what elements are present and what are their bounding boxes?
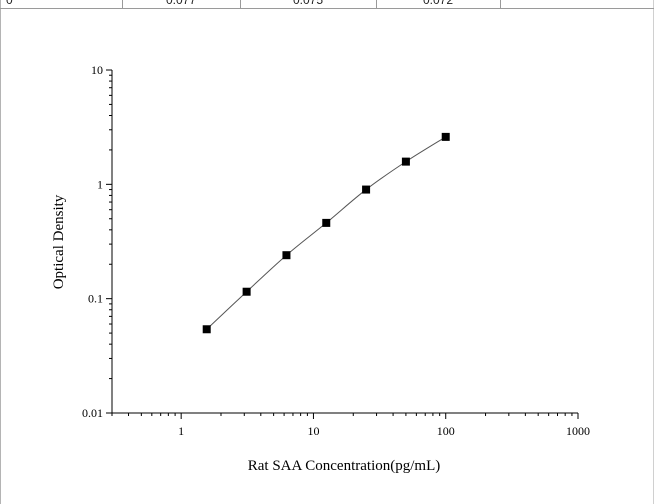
data-point	[322, 218, 331, 227]
y-tick-label: 10	[91, 63, 103, 77]
y-axis-label: Optical Density	[51, 194, 67, 289]
x-tick-label: 1	[178, 424, 184, 438]
data-table-strip: 0 0.077 0.075 0.072	[0, 0, 654, 9]
data-point	[401, 157, 410, 166]
minor-ticks	[109, 74, 573, 416]
table-cell: 0	[6, 0, 13, 7]
data-point	[202, 325, 211, 334]
data-point	[362, 185, 371, 194]
table-divider	[376, 0, 377, 8]
data-point	[282, 251, 291, 260]
data-points	[202, 132, 450, 334]
series-curve	[206, 136, 446, 330]
table-cell: 0.077	[165, 0, 197, 7]
x-axis-label: Rat SAA Concentration(pg/mL)	[248, 458, 440, 474]
data-point	[242, 287, 251, 296]
y-tick-label: 0.01	[82, 406, 103, 420]
data-point	[441, 132, 450, 141]
major-ticks	[106, 69, 579, 419]
page-border-left	[0, 0, 1, 504]
tick-labels: 1 10 100 1000 0.01 0.1 1 10	[82, 63, 590, 438]
x-tick-label: 100	[437, 424, 455, 438]
x-tick-label: 10	[307, 424, 319, 438]
x-tick-label: 1000	[566, 424, 590, 438]
table-divider	[122, 0, 123, 8]
table-divider	[240, 0, 241, 8]
chart-axes	[111, 70, 578, 414]
y-tick-label: 1	[97, 177, 103, 191]
y-tick-label: 0.1	[88, 292, 103, 306]
table-cell: 0.075	[292, 0, 324, 7]
table-divider	[500, 0, 501, 8]
table-cell: 0.072	[422, 0, 454, 7]
